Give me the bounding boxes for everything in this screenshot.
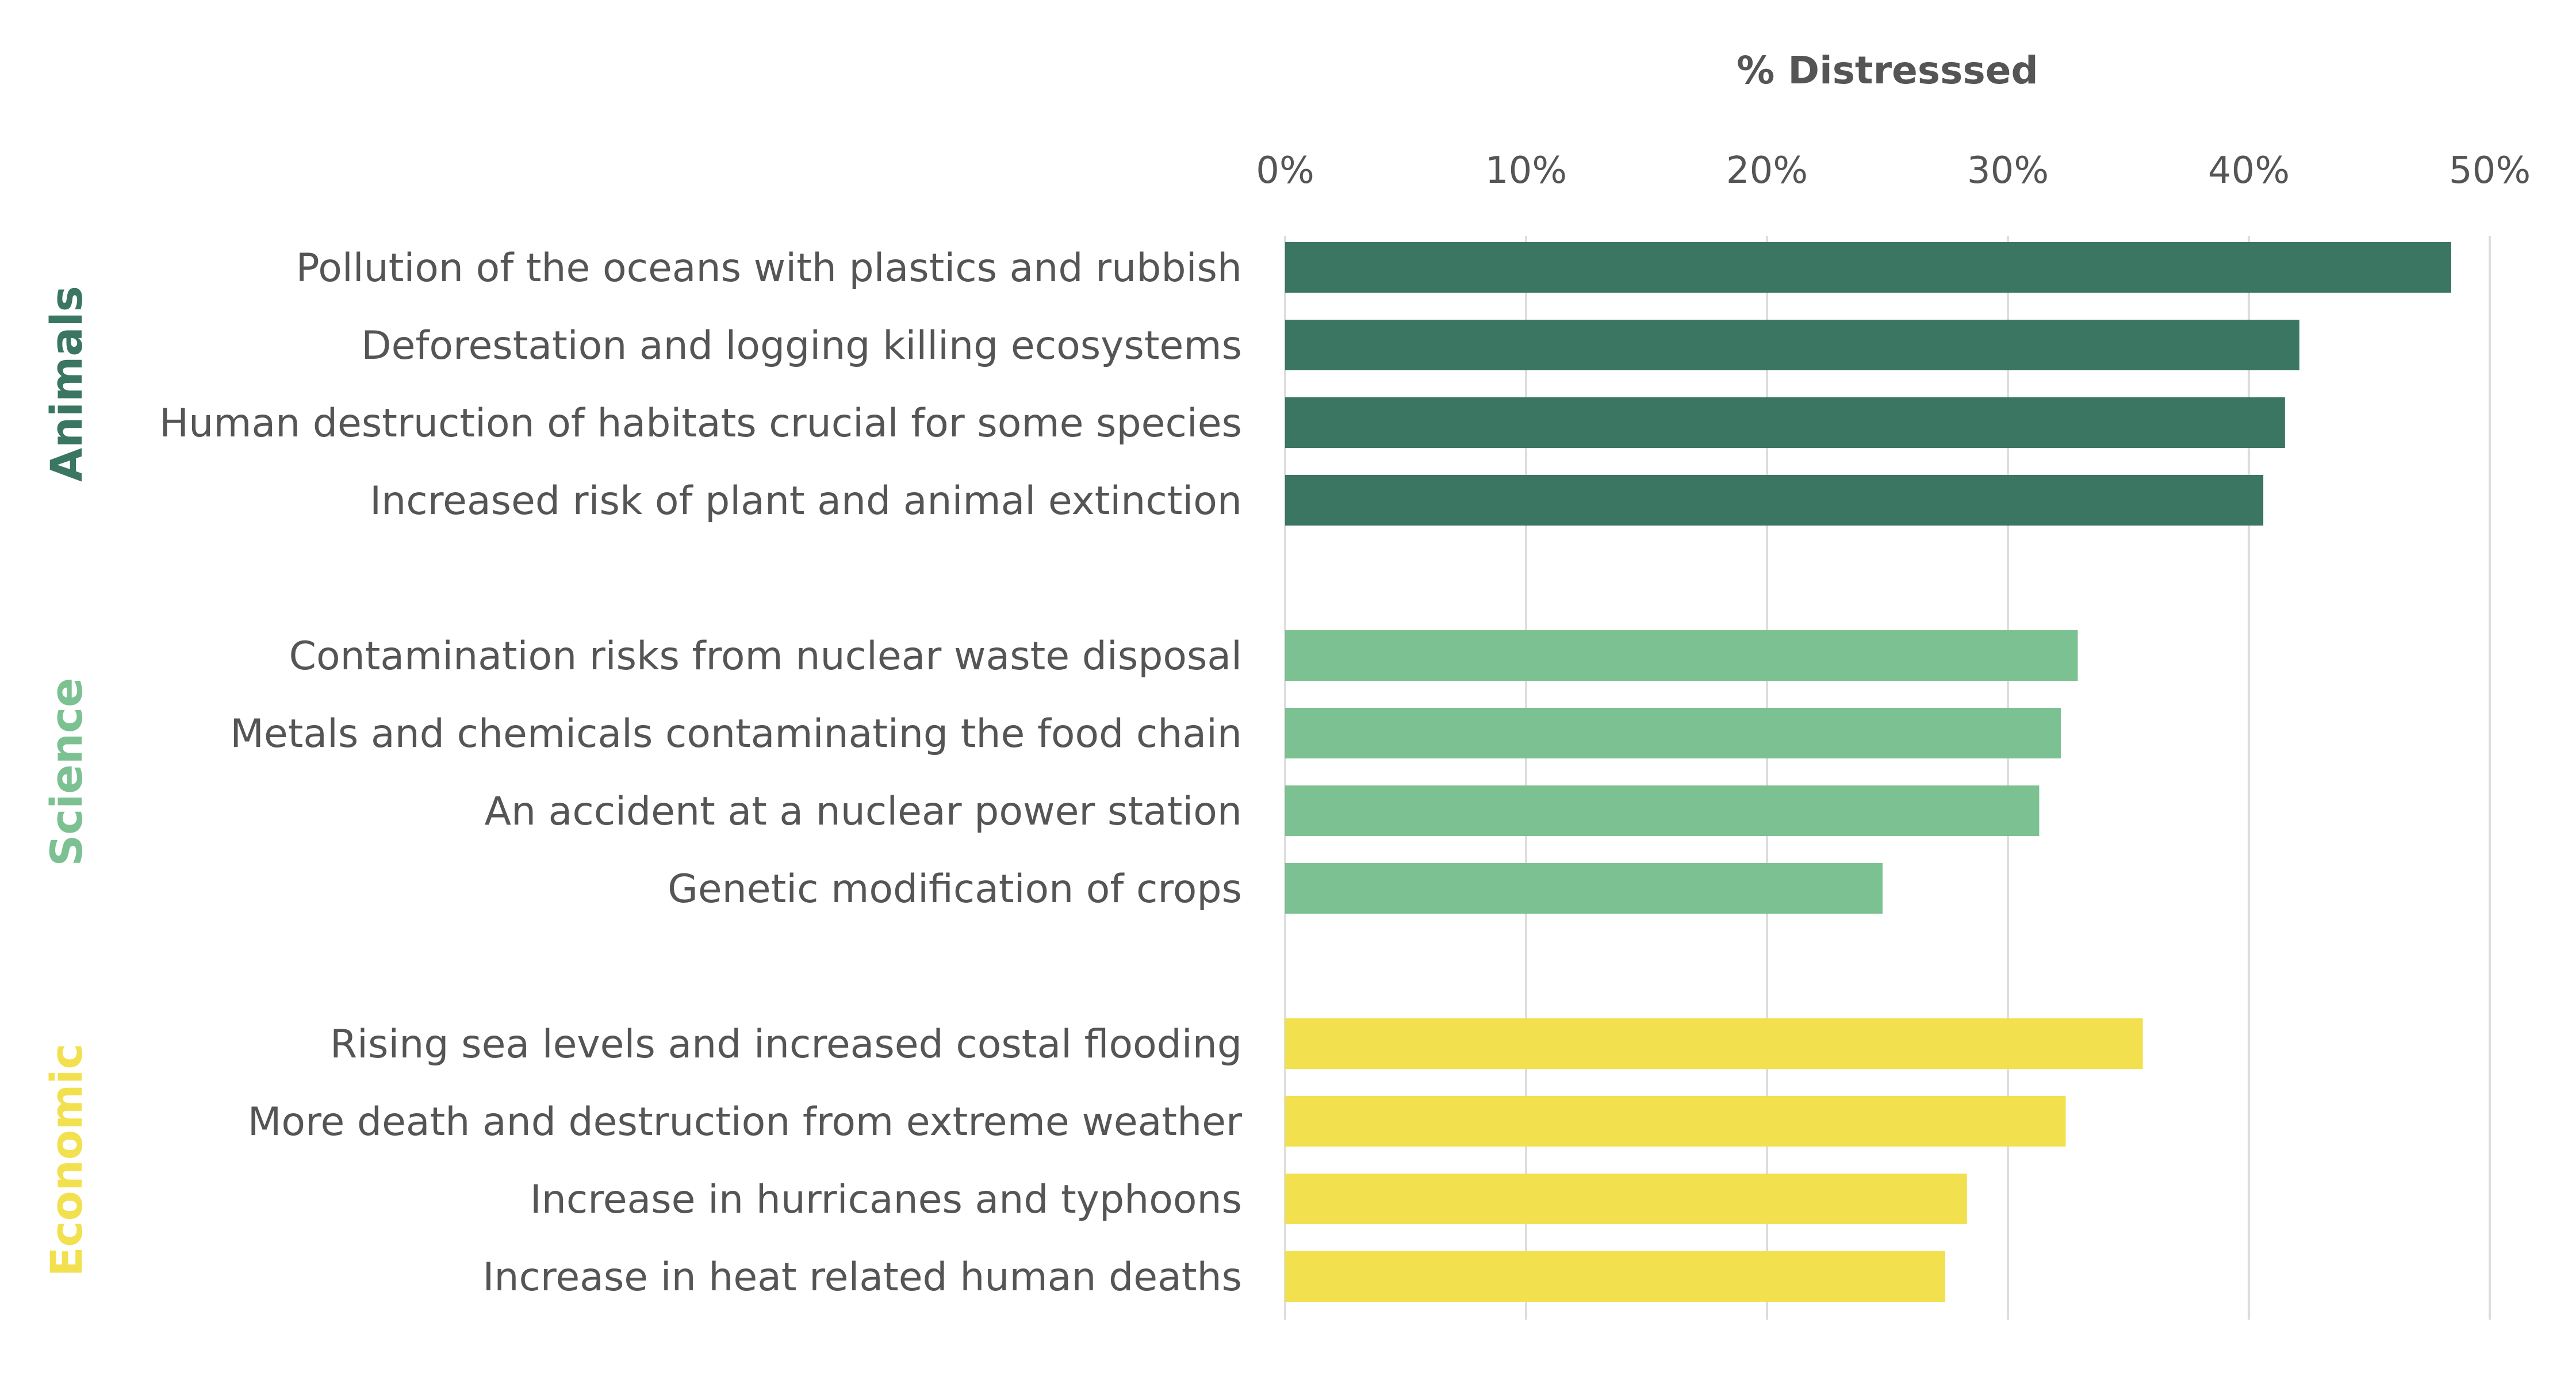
bars	[1285, 242, 2451, 1302]
x-tick-label: 50%	[2449, 150, 2531, 192]
bar	[1285, 785, 2040, 836]
bar	[1285, 1018, 2143, 1069]
bar	[1285, 1096, 2066, 1147]
bar	[1285, 397, 2285, 448]
x-tick-label: 30%	[1967, 150, 2049, 192]
category-label: More death and destruction from extreme …	[248, 1099, 1242, 1145]
category-label: Increase in heat related human deaths	[482, 1255, 1242, 1300]
x-tick-label: 20%	[1726, 150, 1808, 192]
group-labels: Animals Science Economic	[41, 286, 92, 1276]
x-tick-label: 40%	[2208, 150, 2290, 192]
bar	[1285, 1251, 1946, 1302]
bar	[1285, 708, 2061, 758]
category-label: Increase in hurricanes and typhoons	[530, 1177, 1242, 1222]
x-axis-ticks: 0% 10% 20% 30% 40% 50%	[1256, 150, 2531, 192]
category-label: Human destruction of habitats crucial fo…	[159, 401, 1242, 446]
group-label: Science	[41, 677, 92, 866]
category-label: Deforestation and logging killing ecosys…	[361, 323, 1242, 369]
bar	[1285, 1174, 1967, 1224]
x-tick-label: 0%	[1256, 150, 1314, 192]
group-label: Economic	[41, 1044, 92, 1277]
category-labels: Pollution of the oceans with plastics an…	[159, 246, 1242, 1300]
bar	[1285, 242, 2451, 293]
bar	[1285, 630, 2078, 681]
bar	[1285, 863, 1883, 914]
x-axis-title: % Distresssed	[1736, 48, 2038, 93]
bar	[1285, 475, 2264, 526]
category-label: Genetic modification of crops	[668, 867, 1242, 912]
x-tick-label: 10%	[1485, 150, 1567, 192]
category-label: Contamination risks from nuclear waste d…	[289, 634, 1242, 679]
group-label: Animals	[41, 286, 92, 482]
category-label: Metals and chemicals contaminating the f…	[230, 711, 1242, 757]
category-label: Rising sea levels and increased costal f…	[330, 1022, 1242, 1067]
category-label: Pollution of the oceans with plastics an…	[296, 246, 1242, 291]
category-label: An accident at a nuclear power station	[484, 789, 1242, 834]
category-label: Increased risk of plant and animal extin…	[370, 478, 1242, 524]
bar	[1285, 320, 2299, 370]
